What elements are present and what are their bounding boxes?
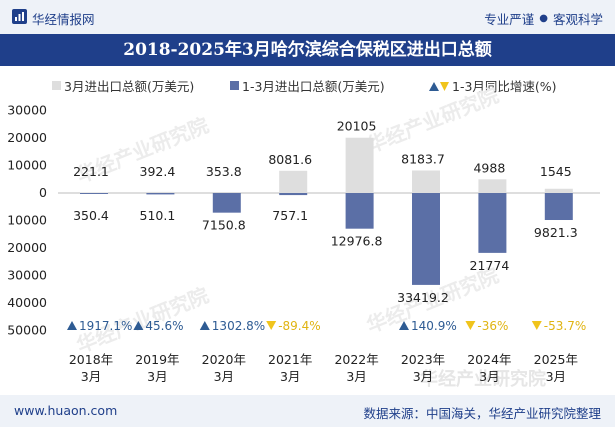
bar-march <box>80 192 108 194</box>
watermark-2: 华经产业研究院 <box>363 83 502 158</box>
x-tick-label-month: 3月 <box>546 369 566 384</box>
x-tick-label-month: 3月 <box>81 369 101 384</box>
y-tick-label: 0 <box>39 185 47 200</box>
data-label-cumulative: 21774 <box>470 258 510 273</box>
legend-item-growth: 1-3月同比增速(%) <box>428 76 557 95</box>
watermark-5: 华经产业研究院 <box>420 368 546 390</box>
bar-march <box>279 170 308 193</box>
x-tick-label-month: 3月 <box>479 369 499 384</box>
data-label-march: 8081.6 <box>268 152 312 167</box>
data-label-cumulative: 510.1 <box>140 208 176 223</box>
x-tick-label-year: 2019年 <box>135 352 179 367</box>
data-source: 数据来源：中国海关，华经产业研究院整理 <box>363 406 601 421</box>
y-tick-label: 20000 <box>7 240 47 255</box>
data-label-cumulative: 757.1 <box>272 208 308 223</box>
bar-march <box>478 179 507 193</box>
growth-label: 140.9% <box>411 319 457 333</box>
data-label-march: 221.1 <box>73 164 109 179</box>
bar-cumulative <box>345 193 374 229</box>
x-tick-label-month: 3月 <box>413 369 433 384</box>
data-label-cumulative: 33419.2 <box>397 290 449 305</box>
bar-march <box>544 188 573 193</box>
x-tick-label-year: 2024年 <box>467 352 511 367</box>
x-tick-label-year: 2022年 <box>334 352 378 367</box>
growth-down-triangle <box>531 321 542 330</box>
growth-down-triangle <box>266 321 277 330</box>
legend-label-cumulative: 1-3月进出口总额(万美元) <box>242 79 385 94</box>
bar-march <box>146 191 175 193</box>
data-label-march: 392.4 <box>140 164 176 179</box>
x-tick-label-month: 3月 <box>280 369 300 384</box>
legend-item-cumulative: 1-3月进出口总额(万美元) <box>230 76 385 95</box>
data-label-march: 353.8 <box>206 164 242 179</box>
bar-cumulative <box>146 193 175 195</box>
y-tick-label: 30000 <box>7 103 47 118</box>
slogan: 专业严谨 ● 客观科学 <box>484 9 603 28</box>
bar-march <box>212 192 241 193</box>
slogan-tag-1: 专业严谨 <box>484 12 535 27</box>
data-label-cumulative: 350.4 <box>73 208 109 223</box>
x-tick-label-year: 2021年 <box>268 352 312 367</box>
bar-cumulative <box>212 193 241 213</box>
bar-march <box>412 170 440 193</box>
data-label-march: 8183.7 <box>401 151 445 166</box>
x-tick-label-year: 2025年 <box>534 352 578 367</box>
top-bar: 华经情报网 专业严谨 ● 客观科学 <box>0 0 615 34</box>
data-label-march: 20105 <box>337 119 377 134</box>
slogan-tag-2: 客观科学 <box>552 12 603 27</box>
y-tick-label: 40000 <box>7 295 47 310</box>
legend-label-march: 3月进出口总额(万美元) <box>64 79 195 94</box>
x-tick-label-year: 2020年 <box>202 352 246 367</box>
legend-label-growth: 1-3月同比增速(%) <box>452 79 557 94</box>
legend-item-march: 3月进出口总额(万美元) <box>52 76 194 95</box>
y-tick-label: 20000 <box>7 130 47 145</box>
legend-growth-triangles-icon <box>429 81 449 91</box>
y-tick-label: 30000 <box>7 268 47 283</box>
chart-legend: 3月进出口总额(万美元) 1-3月进出口总额(万美元) 1-3月同比增速(%) <box>0 76 615 94</box>
growth-up-triangle <box>133 321 144 330</box>
bar-cumulative <box>80 193 108 194</box>
bar-cumulative <box>279 193 308 196</box>
data-label-cumulative: 12976.8 <box>331 234 383 249</box>
x-tick-label-year: 2018年 <box>69 352 113 367</box>
growth-label: 1917.1% <box>79 319 132 333</box>
growth-label: -53.7% <box>544 319 586 333</box>
brand-name: 华经情报网 <box>32 12 95 27</box>
x-tick-label-month: 3月 <box>214 369 234 384</box>
growth-up-triangle <box>399 321 409 330</box>
y-tick-label: 10000 <box>7 213 47 228</box>
growth-up-triangle <box>199 321 210 330</box>
bar-cumulative <box>478 193 507 253</box>
page-title: 2018-2025年3月哈尔滨综合保税区进出口总额 <box>0 34 615 66</box>
growth-label: -89.4% <box>278 319 320 333</box>
data-label-cumulative: 9821.3 <box>534 225 578 240</box>
bar-cumulative <box>412 193 440 285</box>
growth-up-triangle <box>67 321 77 330</box>
growth-label: -36% <box>477 319 508 333</box>
growth-down-triangle <box>465 321 476 330</box>
legend-swatch-march <box>52 81 61 90</box>
footer: www.huaon.com 数据来源：中国海关，华经产业研究院整理 <box>0 395 615 427</box>
y-tick-label: 50000 <box>7 323 47 338</box>
data-label-march: 1545 <box>540 164 572 179</box>
site-url: www.huaon.com <box>14 403 118 418</box>
bar-cumulative <box>544 193 573 221</box>
bar-march <box>345 137 374 193</box>
growth-label: 45.6% <box>145 319 183 333</box>
x-tick-label-month: 3月 <box>147 369 167 384</box>
separator-dot-icon: ● <box>539 13 548 24</box>
brand-logo-icon <box>12 9 27 24</box>
y-tick-label: 10000 <box>7 158 47 173</box>
legend-swatch-cumulative <box>230 81 239 90</box>
x-tick-label-month: 3月 <box>346 369 366 384</box>
data-label-march: 4988 <box>473 160 505 175</box>
x-tick-label-year: 2023年 <box>401 352 445 367</box>
growth-label: 1302.8% <box>212 319 265 333</box>
data-label-cumulative: 7150.8 <box>202 218 246 233</box>
